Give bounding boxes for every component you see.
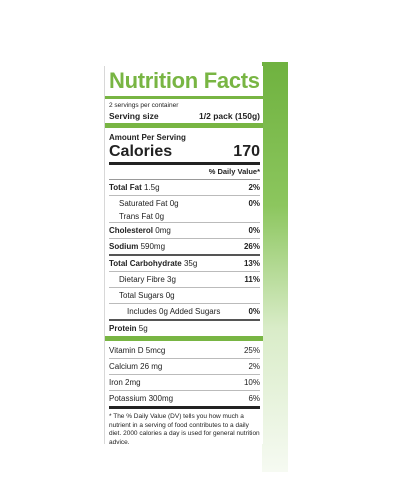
nutrient-dv: 26% bbox=[243, 242, 260, 251]
nutrition-label: Nutrition Facts 2 servings per container… bbox=[104, 66, 263, 447]
nutrient-row: Cholesterol 0mg 0% bbox=[109, 223, 260, 239]
nutrient-name: Total Sugars bbox=[119, 291, 164, 300]
nutrient-row: Total Carbohydrate 35g 13% bbox=[109, 256, 260, 272]
nutrient-dv: 13% bbox=[243, 259, 260, 268]
vitamin-name: Potassium bbox=[109, 394, 147, 403]
calories: Calories 170 bbox=[109, 142, 260, 162]
nutrient-amount: 590mg bbox=[140, 242, 166, 251]
nutrient-dv: 0% bbox=[248, 226, 260, 235]
calories-label: Calories bbox=[109, 143, 173, 160]
vitamin-amount: 26 mg bbox=[140, 362, 163, 371]
nutrient-name: Dietary Fibre bbox=[119, 275, 165, 284]
nutrient-amount: 5g bbox=[138, 324, 148, 333]
vitamin-dv: 25% bbox=[243, 346, 260, 355]
vitamin-row: Iron 2mg 10% bbox=[109, 375, 260, 391]
vitamin-name: Vitamin D bbox=[109, 346, 144, 355]
nutrient-amount: 1.5g bbox=[143, 183, 160, 192]
title: Nutrition Facts bbox=[109, 68, 260, 93]
nutrient-amount: 0g bbox=[169, 199, 179, 208]
vitamin-dv: 10% bbox=[243, 378, 260, 387]
label-body: Nutrition Facts 2 servings per container… bbox=[105, 66, 263, 447]
nutrient-name: Saturated Fat bbox=[119, 199, 168, 208]
divider bbox=[105, 336, 263, 341]
serving-size-label: Serving size bbox=[109, 111, 159, 121]
nutrient-amount: 35g bbox=[183, 259, 198, 268]
nutrient-name: Protein bbox=[109, 324, 137, 333]
nutrient-row: Dietary Fibre 3g 11% bbox=[109, 272, 260, 288]
nutrient-row: Total Sugars 0g bbox=[109, 288, 260, 304]
nutrient-amount: 0mg bbox=[155, 226, 171, 235]
divider bbox=[105, 123, 263, 128]
divider bbox=[109, 162, 260, 165]
divider bbox=[109, 406, 260, 409]
nutrient-row: Protein 5g bbox=[109, 321, 260, 336]
nutrient-name: Total Fat bbox=[109, 183, 142, 192]
vitamin-amount: 5mcg bbox=[145, 346, 166, 355]
nutrient-row: Trans Fat 0g bbox=[109, 211, 260, 223]
vitamin-name: Calcium bbox=[109, 362, 138, 371]
amount-per-serving: Amount Per Serving bbox=[109, 133, 186, 142]
servings-per-container: 2 servings per container bbox=[109, 102, 179, 109]
footnote: * The % Daily Value (DV) tells you how m… bbox=[109, 413, 260, 446]
nutrient-name: Total Carbohydrate bbox=[109, 259, 182, 268]
nutrient-dv: 0% bbox=[248, 307, 260, 316]
nutrient-row: Sodium 590mg 26% bbox=[109, 239, 260, 256]
vitamin-row: Potassium 300mg 6% bbox=[109, 391, 260, 406]
nutrient-dv: 2% bbox=[248, 183, 260, 192]
vitamin-name: Iron bbox=[109, 378, 123, 387]
vitamin-row: Calcium 26 mg 2% bbox=[109, 359, 260, 375]
nutrient-row: Includes 0g Added Sugars 0% bbox=[109, 304, 260, 321]
vitamin-dv: 2% bbox=[248, 362, 260, 371]
vitamin-amount: 2mg bbox=[125, 378, 141, 387]
divider bbox=[105, 96, 263, 99]
serving-size: Serving size 1/2 pack (150g) bbox=[109, 109, 260, 123]
nutrient-row: Saturated Fat 0g 0% bbox=[109, 196, 260, 211]
nutrient-name: Cholesterol bbox=[109, 226, 154, 235]
serving-size-value: 1/2 pack (150g) bbox=[199, 111, 260, 121]
green-edge bbox=[262, 62, 288, 472]
nutrient-dv: 0% bbox=[248, 199, 260, 208]
daily-value-header: % Daily Value* bbox=[109, 165, 260, 180]
vitamin-dv: 6% bbox=[248, 394, 260, 403]
nutrient-row: Total Fat 1.5g 2% bbox=[109, 180, 260, 196]
nutrient-amount: 3g bbox=[167, 275, 176, 284]
nutrient-amount: 0g bbox=[165, 291, 175, 300]
nutrient-name: Includes 0g Added Sugars bbox=[127, 307, 221, 316]
nutrient-name: Sodium bbox=[109, 242, 139, 251]
nutrient-dv: 11% bbox=[244, 275, 260, 284]
vitamin-amount: 300mg bbox=[148, 394, 174, 403]
nutrient-amount: 0g bbox=[155, 212, 165, 221]
vitamin-row: Vitamin D 5mcg 25% bbox=[109, 343, 260, 359]
nutrient-name: Trans Fat bbox=[119, 212, 153, 221]
calories-value: 170 bbox=[233, 143, 260, 160]
